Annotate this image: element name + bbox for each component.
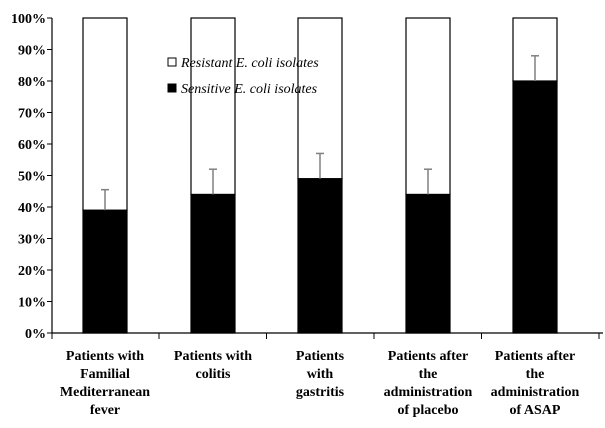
x-category-label-line: colitis xyxy=(196,367,232,382)
legend-label: Resistant E. coli isolates xyxy=(180,56,319,71)
x-category-label-line: Familial xyxy=(80,367,130,382)
x-category-label-line: of placebo xyxy=(397,403,458,418)
y-tick-label: 0% xyxy=(25,327,46,342)
y-axis: 0% 10% 20% 30% 40% 50% 60% 70% 80% 90% 100% xyxy=(11,12,53,342)
x-category-label-line: with xyxy=(307,367,334,382)
bar-sensitive xyxy=(297,178,343,334)
x-category-label: Patients with colitis xyxy=(174,349,252,382)
x-category-label-line: fever xyxy=(90,403,120,418)
bars xyxy=(82,17,558,334)
x-category-label-line: administration xyxy=(491,385,580,400)
y-tick-label: 50% xyxy=(18,170,46,185)
error-bars xyxy=(101,55,539,211)
bar-sensitive xyxy=(190,193,236,334)
y-tick-label: 10% xyxy=(18,296,46,311)
y-tick-label: 100% xyxy=(11,12,46,27)
y-tick-label: 20% xyxy=(18,264,46,279)
x-category-label-line: Patients xyxy=(296,349,345,364)
legend: Resistant E. coli isolates Sensitive E. c… xyxy=(167,56,319,97)
x-category-label-line: gastritis xyxy=(296,385,345,400)
y-tick-label: 80% xyxy=(18,75,46,90)
x-category-label-line: Patients after xyxy=(388,349,468,364)
bar-sensitive xyxy=(82,209,128,334)
bar-resistant xyxy=(82,17,128,211)
x-category-label-line: Patients with xyxy=(174,349,252,364)
y-tick-label: 70% xyxy=(18,107,46,122)
y-tick-label: 30% xyxy=(18,233,46,248)
x-category-label-line: the xyxy=(419,367,438,382)
legend-label: Sensitive E. coli isolates xyxy=(181,82,318,97)
x-category-label: Patients with gastritis xyxy=(296,349,345,400)
x-category-label: Patients with Familial Mediterranean fever xyxy=(60,349,150,418)
x-axis: Patients with Familial Mediterranean feverP… xyxy=(51,332,603,418)
x-category-label-line: the xyxy=(526,367,545,382)
x-category-label-line: Mediterranean xyxy=(60,385,150,400)
legend-swatch xyxy=(167,57,177,67)
x-category-label: Patients after the administration of placeb… xyxy=(384,349,473,418)
y-tick-label: 40% xyxy=(18,201,46,216)
legend-swatch xyxy=(167,83,177,93)
y-tick-label: 60% xyxy=(18,138,46,153)
bar-sensitive xyxy=(405,193,451,334)
y-tick-label: 90% xyxy=(18,44,46,59)
bar-resistant xyxy=(405,17,451,195)
bar-sensitive xyxy=(512,80,558,334)
x-category-label-line: of ASAP xyxy=(510,403,561,418)
x-category-label-line: administration xyxy=(384,385,473,400)
x-category-label-line: Patients with xyxy=(66,349,144,364)
x-category-label: Patients after the administration of ASAP xyxy=(491,349,580,418)
bar-resistant xyxy=(190,17,236,195)
x-category-label-line: Patients after xyxy=(495,349,575,364)
